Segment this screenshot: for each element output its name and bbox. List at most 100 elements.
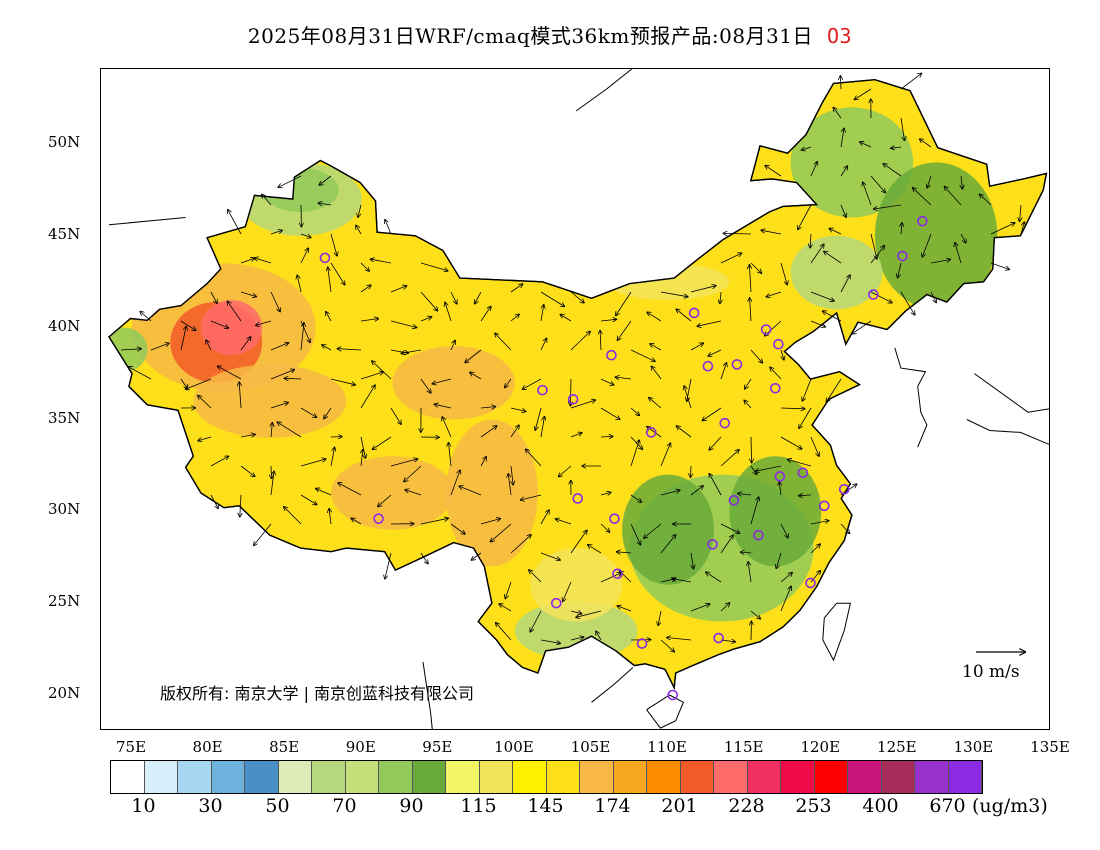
wind-arrow	[980, 194, 992, 206]
wind-arrow	[927, 175, 932, 188]
wind-arrow	[588, 545, 602, 554]
colorbar-swatch	[848, 761, 882, 793]
wind-arrow	[450, 523, 465, 534]
wind-arrow	[240, 291, 256, 297]
wind-arrow	[600, 436, 613, 437]
lon-tick-label: 135E	[1030, 738, 1070, 756]
wind-arrow	[596, 631, 602, 641]
wind-arrow	[960, 233, 966, 243]
wind-arrow	[218, 366, 242, 380]
coastline	[575, 69, 633, 112]
wind-arrow	[254, 523, 272, 545]
wind-arrow	[570, 611, 582, 614]
wind-arrow	[660, 443, 670, 467]
wind-arrow	[750, 262, 761, 273]
city-marker	[760, 324, 772, 335]
colorbar-swatch	[479, 761, 513, 793]
city-marker	[688, 307, 700, 319]
coastline	[646, 694, 685, 729]
wind-arrow	[530, 610, 542, 632]
wind-arrow	[420, 317, 432, 322]
wind-arrow	[318, 203, 332, 205]
city-marker	[838, 483, 850, 495]
wind-arrow	[570, 433, 582, 438]
colorbar-swatch	[781, 761, 815, 793]
colorbar-swatch	[144, 761, 178, 793]
wind-arrow	[526, 449, 542, 467]
wind-arrow	[840, 275, 850, 293]
wind-arrow	[1020, 204, 1021, 221]
colorbar-tick-label: 670	[929, 795, 966, 817]
lon-tick-label: 100E	[494, 738, 534, 756]
wind-arrow	[432, 378, 452, 384]
wind-arrow	[691, 552, 694, 569]
lon-tick-label: 75E	[115, 738, 147, 756]
lon-tick-label: 80E	[192, 738, 223, 756]
wind-arrow	[385, 552, 392, 579]
colorbar-tick-label: 50	[265, 795, 290, 817]
wind-arrow	[480, 407, 495, 408]
concentration-patch	[729, 456, 822, 567]
wind-arrow	[660, 535, 676, 554]
wind-arrow	[630, 440, 639, 467]
wind-arrow	[198, 436, 212, 441]
wind-arrow	[616, 377, 632, 379]
wind-arrow	[510, 535, 531, 554]
wind-arrow	[277, 422, 302, 438]
wind-arrow	[540, 338, 547, 351]
wind-arrow	[898, 262, 902, 278]
colorbar-tick-label: 228	[728, 795, 765, 817]
wind-arrow	[390, 459, 418, 467]
wind-arrow	[748, 562, 752, 583]
wind-arrow	[210, 494, 218, 508]
wind-arrow	[360, 385, 375, 409]
wind-arrow	[826, 378, 842, 402]
wind-arrow	[617, 320, 632, 340]
city-marker-layer	[319, 215, 928, 701]
city-marker	[774, 471, 786, 482]
wind-arrow	[505, 378, 512, 388]
wind-arrow	[720, 535, 733, 554]
wind-arrow	[270, 343, 289, 351]
wind-arrow	[240, 434, 255, 437]
wind-arrow	[600, 492, 611, 495]
map-panel	[100, 68, 1050, 730]
wind-arrow	[720, 291, 721, 303]
wind-arrow	[442, 417, 452, 438]
colorbar-tick-label: 201	[661, 795, 698, 817]
wind-arrow	[658, 610, 662, 625]
wind-arrow	[510, 314, 519, 322]
wind-arrow	[326, 312, 332, 322]
wind-scale-label: 10 m/s	[962, 662, 1020, 682]
concentration-patch	[606, 263, 730, 301]
wind-arrow	[329, 509, 331, 525]
wind-arrow	[900, 117, 905, 140]
coastline	[822, 602, 852, 662]
concentration-layer	[109, 107, 998, 661]
wind-arrow	[401, 349, 422, 353]
concentration-patch	[622, 474, 715, 585]
wind-arrow	[750, 298, 751, 322]
china-border	[108, 78, 1048, 691]
lat-tick-label: 50N	[48, 133, 81, 151]
wind-arrow	[330, 448, 335, 467]
wind-arrow	[781, 349, 784, 360]
city-marker	[609, 513, 620, 524]
colorbar-tick-label: 30	[198, 795, 223, 817]
wind-arrow	[600, 407, 620, 419]
wind-arrow	[824, 251, 842, 264]
wind-arrow	[810, 544, 820, 554]
lon-tick-label: 95E	[422, 738, 453, 756]
wind-arrow	[405, 490, 422, 496]
wind-arrow	[450, 341, 455, 351]
wind-arrow	[720, 523, 740, 533]
wind-arrow	[702, 407, 722, 421]
wind-arrow	[270, 403, 288, 409]
wind-arrow	[690, 343, 703, 351]
wind-arrow	[300, 323, 304, 351]
colorbar-tick-label: 10	[131, 795, 156, 817]
wind-arrow	[706, 572, 722, 583]
wind-arrow	[450, 470, 460, 496]
concentration-patch	[262, 167, 339, 212]
wind-arrow	[870, 246, 884, 264]
